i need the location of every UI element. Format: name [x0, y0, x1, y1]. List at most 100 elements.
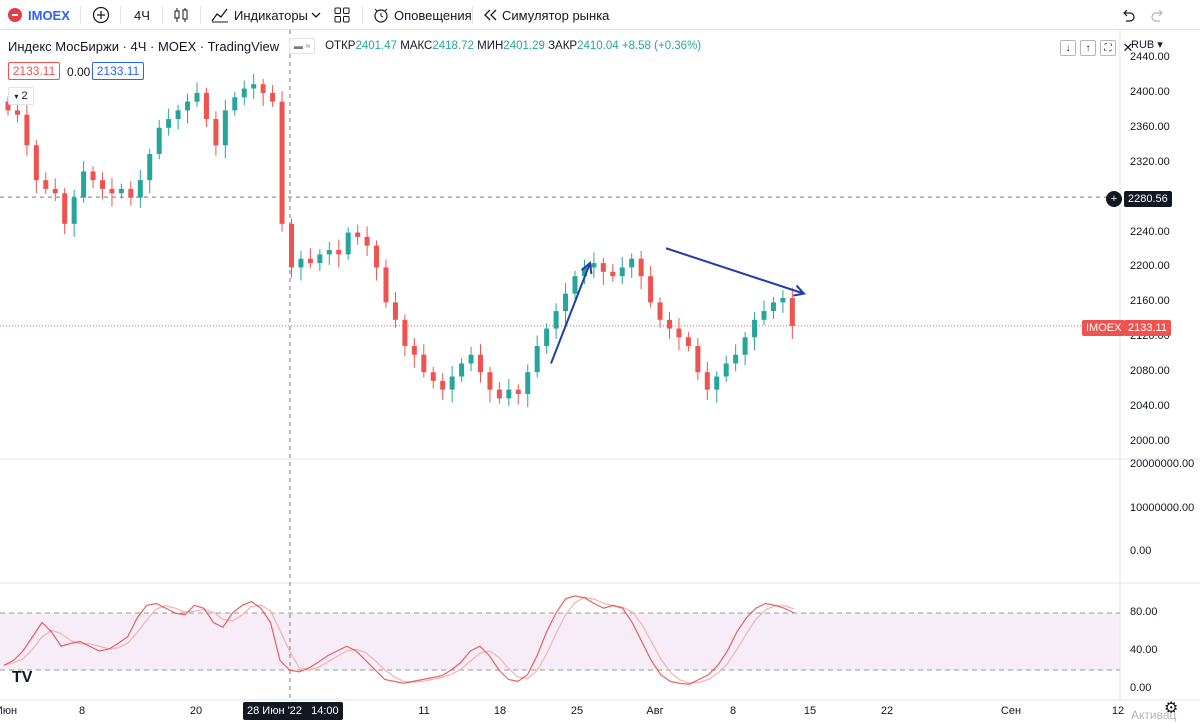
candle — [761, 311, 767, 320]
candle — [506, 389, 512, 399]
candle — [203, 92, 209, 120]
moex-logo-icon — [8, 8, 22, 22]
legend-toggle-icons[interactable]: ▬ ≈ — [289, 38, 316, 54]
axis-settings-button[interactable]: ⚙ — [1164, 696, 1178, 720]
price-tick-label: 2360.00 — [1130, 120, 1170, 133]
time-tick-label: Июн — [0, 705, 18, 717]
candle — [336, 250, 342, 255]
compare-add-button[interactable] — [92, 0, 110, 30]
series-legend: Индекс МосБиржи · 4Ч · MOEX · TradingVie… — [8, 38, 701, 54]
candle — [364, 236, 370, 246]
ma-value-box-red: 2133.11 — [8, 62, 60, 80]
time-tick-label: 22 — [880, 705, 894, 717]
pane-close-button[interactable]: ✕ — [1120, 40, 1136, 56]
candle — [440, 380, 446, 390]
symbol-search-button[interactable]: IMOEX — [8, 0, 70, 30]
chart-type-button[interactable] — [172, 0, 190, 30]
candle — [563, 293, 569, 312]
volume-tick-label: 0.00 — [1130, 545, 1152, 557]
candle — [260, 84, 266, 93]
candle — [478, 354, 483, 373]
candle — [307, 258, 313, 264]
crosshair-date-label: 28 Июн '22 14:00 — [243, 702, 343, 720]
price-tick-label: 2040.00 — [1130, 400, 1170, 413]
candle — [222, 110, 228, 146]
candle — [52, 188, 58, 194]
candle — [459, 363, 465, 377]
price-tick-label: 2160.00 — [1130, 295, 1170, 308]
toolbar-divider — [162, 6, 163, 24]
candle — [100, 180, 105, 189]
price-tick-label: 2200.00 — [1130, 260, 1170, 273]
alarm-clock-icon — [374, 8, 388, 23]
stoch-d-line — [3, 596, 795, 684]
layouts-button[interactable] — [333, 0, 351, 30]
currency-selector[interactable]: RUB ▾ — [1131, 39, 1163, 51]
candle — [383, 267, 389, 303]
crosshair-add-button[interactable]: + — [1106, 191, 1122, 207]
candle — [289, 223, 294, 268]
candle — [430, 372, 436, 381]
chevron-down-icon: ▾ — [14, 91, 19, 101]
chevron-down-icon: ▾ — [1157, 39, 1163, 51]
candle — [14, 110, 20, 115]
arrow-head-icon — [580, 261, 593, 275]
candle — [723, 363, 729, 377]
toolbar-divider — [200, 6, 201, 24]
indicators-button[interactable]: Индикаторы — [210, 0, 308, 30]
pane-move-down-button[interactable]: ↓ — [1060, 40, 1076, 56]
candle — [544, 328, 550, 346]
candle — [770, 302, 776, 312]
alerts-label: Оповещения — [394, 7, 472, 23]
crosshair-price-label: 2280.56 — [1124, 191, 1172, 207]
candle — [591, 263, 597, 268]
pane-maximize-button[interactable]: ⛶ — [1100, 40, 1116, 56]
redo-button[interactable] — [1150, 0, 1166, 30]
grid-icon — [334, 7, 350, 23]
ma-value-plain: 0.00 — [67, 65, 91, 79]
gear-icon: ⚙ — [1164, 700, 1179, 717]
price-tick-label: 2080.00 — [1130, 365, 1170, 378]
candle — [185, 101, 191, 111]
activation-watermark: Активац — [1131, 708, 1177, 722]
chevron-down-icon — [311, 12, 321, 18]
alerts-button[interactable]: Оповещения — [372, 0, 472, 30]
candle — [714, 376, 720, 390]
replay-button[interactable]: Симулятор рынка — [482, 0, 609, 30]
pane-move-up-button[interactable]: ↑ — [1080, 40, 1096, 56]
indicators-collapse-button[interactable]: ▾ 2 — [8, 87, 34, 105]
stoch-tick-label: 80.00 — [1130, 606, 1158, 618]
candle — [109, 188, 115, 194]
candle — [515, 389, 521, 394]
last-price-label: 2133.11 — [1124, 320, 1171, 336]
price-tick-label: 2320.00 — [1130, 155, 1170, 168]
candle — [213, 119, 219, 146]
candle — [742, 337, 748, 355]
candle — [298, 258, 304, 268]
ma-value-box-blue: 2133.11 — [92, 62, 144, 80]
undo-button[interactable] — [1120, 0, 1136, 30]
toolbar-divider — [362, 6, 363, 24]
candle — [676, 328, 682, 338]
stoch-band — [0, 613, 1120, 670]
volume-tick-label: 20000000.00 — [1130, 458, 1195, 470]
candle — [392, 302, 398, 320]
maximize-icon: ⛶ — [1104, 42, 1112, 54]
candle — [71, 197, 77, 224]
candle — [33, 145, 39, 181]
candle — [421, 354, 427, 373]
templates-dropdown-button[interactable] — [310, 0, 322, 30]
tradingview-logo-icon: TV — [12, 669, 33, 686]
candle — [232, 97, 238, 111]
candle — [468, 354, 474, 364]
candle — [657, 302, 663, 320]
interval-button[interactable]: 4Ч — [134, 7, 150, 23]
candle — [638, 258, 644, 277]
time-tick-label: 8 — [78, 705, 86, 717]
candle — [789, 298, 795, 326]
series-title: Индекс МосБиржи · 4Ч · MOEX · TradingVie… — [8, 38, 280, 54]
candle — [355, 232, 361, 237]
time-tick-label: Авг — [646, 705, 664, 717]
candles-icon — [174, 8, 188, 22]
